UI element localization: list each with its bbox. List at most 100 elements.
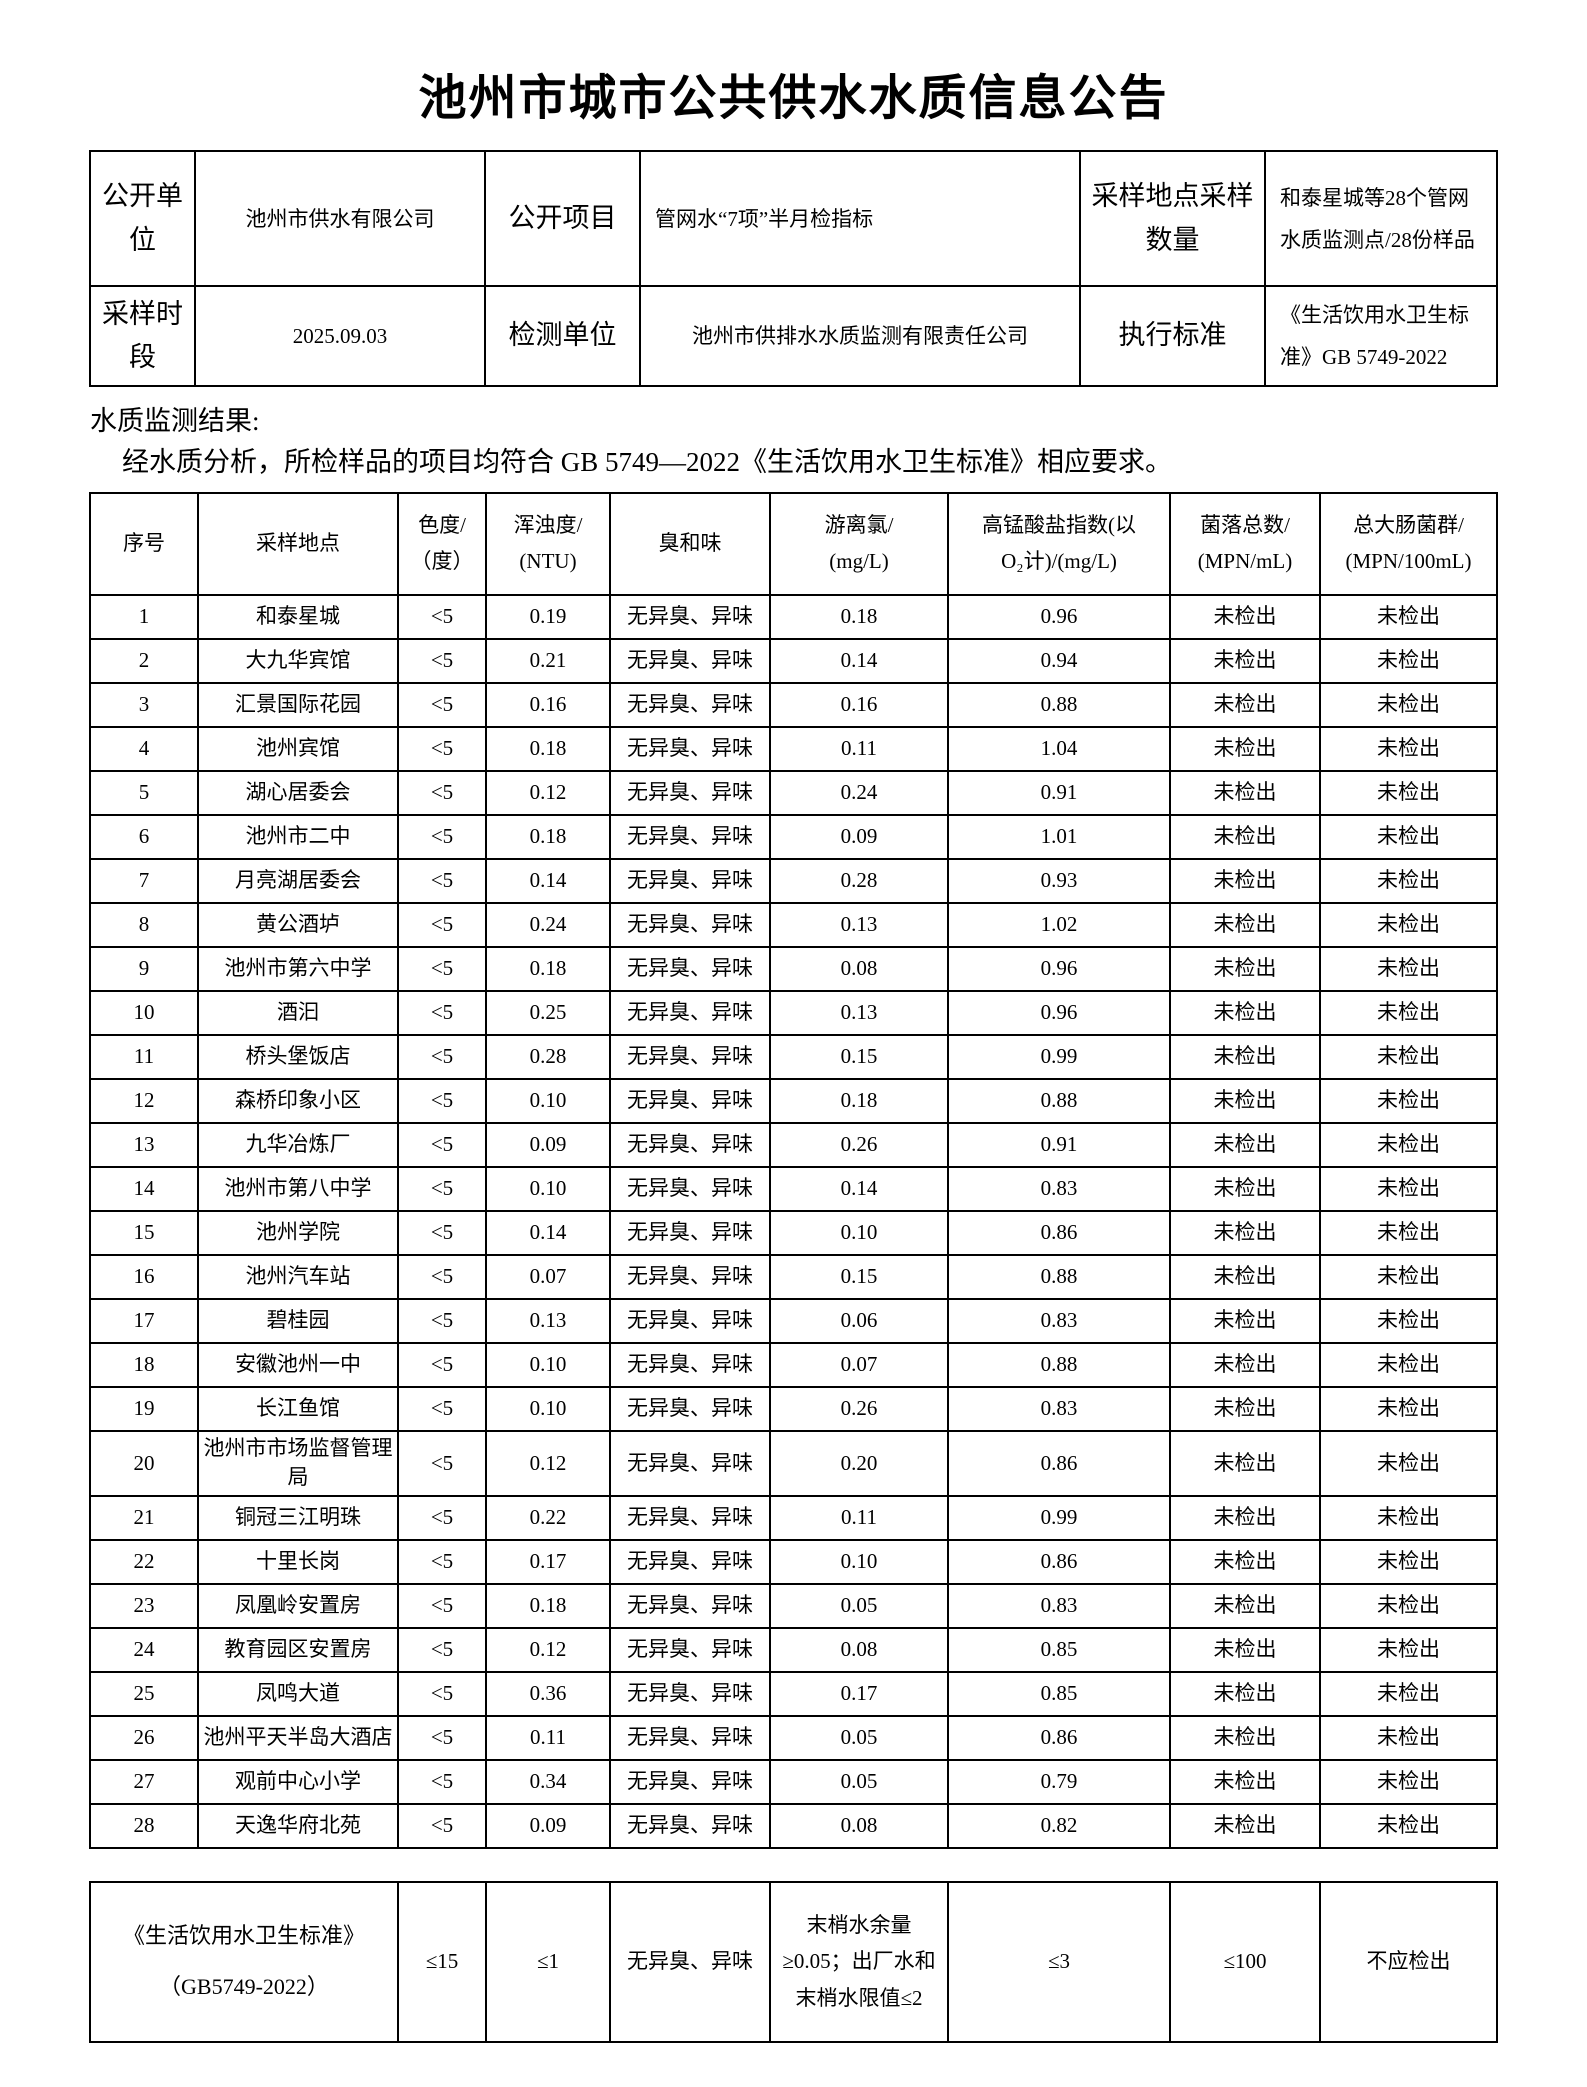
table-cell: 0.05 (769, 1714, 949, 1761)
table-cell: <5 (397, 638, 487, 684)
info-label-publish-unit: 公开单位 (89, 150, 196, 287)
table-cell: 九华冶炼厂 (197, 1122, 399, 1168)
table-cell: 0.13 (485, 1298, 611, 1344)
table-cell: 未检出 (1319, 1386, 1498, 1432)
table-cell: 0.83 (947, 1386, 1171, 1432)
table-cell: 未检出 (1319, 1582, 1498, 1629)
table-cell: 0.83 (947, 1166, 1171, 1212)
table-cell: 未检出 (1169, 638, 1321, 684)
table-cell: <5 (397, 990, 487, 1036)
table-cell: 未检出 (1169, 1386, 1321, 1432)
standard-name-cell: 《生活饮用水卫生标准》 （GB5749-2022） (88, 1880, 400, 2043)
table-cell: 无异臭、异味 (609, 858, 771, 904)
table-cell: 21 (89, 1494, 199, 1541)
table-cell: 无异臭、异味 (609, 1758, 771, 1805)
table-cell: 长江鱼馆 (197, 1386, 399, 1432)
info-label-publish-item: 公开项目 (484, 150, 641, 287)
table-row: 13 九华冶炼厂 <5 0.09 无异臭、异味 0.26 0.91 未检出 未检出 (89, 1122, 1498, 1168)
table-cell: 未检出 (1169, 1802, 1321, 1849)
table-cell: 未检出 (1169, 1034, 1321, 1080)
table-cell: 无异臭、异味 (609, 990, 771, 1036)
table-cell: 未检出 (1169, 1078, 1321, 1124)
result-note-heading: 水质监测结果: (90, 406, 260, 436)
table-cell: 未检出 (1319, 1802, 1498, 1849)
table-cell: 和泰星城 (197, 594, 399, 640)
table-cell: 17 (89, 1298, 199, 1344)
table-cell: 未检出 (1319, 594, 1498, 640)
table-cell: 未检出 (1319, 726, 1498, 772)
page-title: 池州市城市公共供水水质信息公告 (418, 72, 1169, 125)
table-cell: 无异臭、异味 (609, 1166, 771, 1212)
standard-limit-cell: ≤15 (397, 1880, 487, 2043)
table-cell: 池州市第六中学 (197, 946, 399, 992)
table-cell: 教育园区安置房 (197, 1626, 399, 1673)
table-cell: 未检出 (1319, 1298, 1498, 1344)
table-cell: 0.82 (947, 1802, 1171, 1849)
table-cell: 汇景国际花园 (197, 682, 399, 728)
table-cell: <5 (397, 1714, 487, 1761)
table-cell: <5 (397, 1538, 487, 1585)
table-cell: 0.08 (769, 946, 949, 992)
table-cell: 未检出 (1169, 946, 1321, 992)
table-cell: 无异臭、异味 (609, 946, 771, 992)
table-row: 14 池州市第八中学 <5 0.10 无异臭、异味 0.14 0.83 未检出 未检出 (89, 1166, 1498, 1212)
table-cell: 未检出 (1319, 1254, 1498, 1300)
table-cell: <5 (397, 858, 487, 904)
table-cell: 0.06 (769, 1298, 949, 1344)
table-cell: <5 (397, 1802, 487, 1849)
table-cell: 未检出 (1169, 1166, 1321, 1212)
table-cell: 无异臭、异味 (609, 638, 771, 684)
table-cell: 1.02 (947, 902, 1171, 948)
table-row: 18 安徽池州一中 <5 0.10 无异臭、异味 0.07 0.88 未检出 未检出 (89, 1342, 1498, 1388)
table-row: 3 汇景国际花园 <5 0.16 无异臭、异味 0.16 0.88 未检出 未检出 (89, 682, 1498, 728)
table-cell: 池州市二中 (197, 814, 399, 860)
table-cell: 无异臭、异味 (609, 594, 771, 640)
table-cell: 未检出 (1319, 770, 1498, 816)
table-cell: <5 (397, 814, 487, 860)
table-cell: 0.20 (769, 1430, 949, 1497)
table-cell: 0.12 (485, 1626, 611, 1673)
table-cell: 0.85 (947, 1670, 1171, 1717)
table-cell: 0.15 (769, 1034, 949, 1080)
table-cell: <5 (397, 1078, 487, 1124)
table-cell: 未检出 (1169, 1538, 1321, 1585)
table-cell: 0.18 (485, 946, 611, 992)
table-cell: 未检出 (1169, 726, 1321, 772)
table-cell: 1.01 (947, 814, 1171, 860)
table-cell: 0.96 (947, 946, 1171, 992)
table-row: 12 森桥印象小区 <5 0.10 无异臭、异味 0.18 0.88 未检出 未检出 (89, 1078, 1498, 1124)
table-cell: 7 (89, 858, 199, 904)
table-cell: 无异臭、异味 (609, 1714, 771, 1761)
table-cell: 0.14 (485, 858, 611, 904)
table-cell: 未检出 (1169, 1122, 1321, 1168)
table-cell: 0.08 (769, 1802, 949, 1849)
table-cell: 0.96 (947, 990, 1171, 1036)
table-cell: 0.86 (947, 1538, 1171, 1585)
table-cell: 未检出 (1319, 1758, 1498, 1805)
table-cell: 11 (89, 1034, 199, 1080)
table-cell: <5 (397, 1494, 487, 1541)
table-cell: 无异臭、异味 (609, 1430, 771, 1497)
standard-name-line1: 《生活饮用水卫生标准》 (122, 1923, 365, 1949)
table-cell: 0.86 (947, 1430, 1171, 1497)
table-cell: 池州平天半岛大酒店 (197, 1714, 399, 1761)
table-cell: 无异臭、异味 (609, 1078, 771, 1124)
table-cell: 未检出 (1169, 594, 1321, 640)
table-cell: 未检出 (1319, 858, 1498, 904)
table-cell: 无异臭、异味 (609, 1626, 771, 1673)
table-cell: <5 (397, 1298, 487, 1344)
standard-row: 《生活饮用水卫生标准》 （GB5749-2022） ≤15 ≤1 无异臭、异味 末梢水… (88, 1880, 1498, 2043)
table-row: 26 池州平天半岛大酒店 <5 0.11 无异臭、异味 0.05 0.86 未检出 未检出 (89, 1714, 1498, 1761)
table-cell: <5 (397, 1670, 487, 1717)
result-note-body: 经水质分析，所检样品的项目均符合 GB 5749—2022《生活饮用水卫生标准》… (122, 446, 1173, 477)
info-row: 公开单位 池州市供水有限公司 公开项目 管网水“7项”半月检指标 采样地点采样数… (89, 150, 1498, 287)
table-cell: <5 (397, 726, 487, 772)
info-value-sampling-location-count: 和泰星城等28个管网水质监测点/28份样品 (1264, 150, 1498, 287)
table-cell: 未检出 (1169, 1430, 1321, 1497)
table-cell: <5 (397, 1626, 487, 1673)
table-row: 16 池州汽车站 <5 0.07 无异臭、异味 0.15 0.88 未检出 未检出 (89, 1254, 1498, 1300)
table-cell: 无异臭、异味 (609, 1538, 771, 1585)
table-cell: 无异臭、异味 (609, 1034, 771, 1080)
standard-limit-cell: ≤1 (485, 1880, 611, 2043)
column-header: 采样地点 (197, 492, 399, 596)
